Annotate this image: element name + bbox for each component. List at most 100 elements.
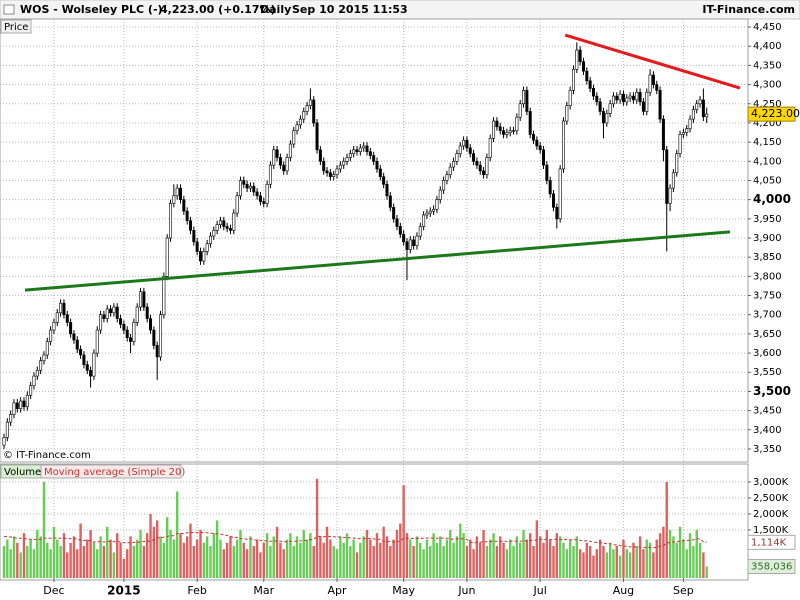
candle-body [395, 218, 399, 227]
volume-bar [439, 536, 442, 578]
volume-bar [49, 549, 52, 578]
volume-bar [345, 533, 349, 578]
volume-bar [26, 545, 29, 578]
y-tick-label: 3,600 [753, 348, 782, 359]
volume-bar [249, 536, 252, 578]
candle-body [561, 120, 565, 170]
candle-body [275, 149, 279, 158]
candle-body [132, 322, 136, 342]
volume-bar [302, 529, 305, 578]
moving-average [3, 532, 707, 549]
volume-bar [2, 545, 6, 578]
candle-body [678, 134, 682, 154]
volume-bar [265, 533, 269, 578]
x-tick-label: Sep [673, 584, 694, 597]
volume-bar [655, 539, 658, 578]
volume-bar [212, 533, 216, 578]
candle-body [102, 314, 106, 319]
volume-bar [568, 539, 572, 578]
volume-bar [239, 529, 242, 578]
candle-body [695, 103, 699, 110]
candle-body [492, 120, 496, 139]
volume-bar [465, 545, 469, 578]
volume-bar [259, 552, 262, 578]
volume-bar [538, 536, 542, 578]
volume-bar [608, 542, 612, 578]
candle-body [455, 153, 459, 162]
volume-bar [555, 533, 559, 578]
candle-body [601, 111, 605, 124]
volume-bar [59, 545, 62, 578]
candle-body [238, 180, 242, 197]
volume-bar [698, 542, 702, 578]
volume-bar [678, 526, 682, 578]
x-tick-label: May [392, 584, 415, 597]
candle-body [442, 180, 446, 191]
volume-bar [372, 545, 375, 578]
volume-bar [235, 539, 239, 578]
candle-body [62, 302, 66, 316]
volume-bar [79, 523, 82, 578]
candle-body [508, 130, 512, 133]
candle-body [252, 185, 256, 193]
volume-bar [482, 529, 485, 578]
y-tick-label: 4,350 [753, 60, 782, 71]
y-tick-label: 3,350 [753, 444, 782, 455]
volume-bar [56, 539, 59, 578]
volume-bar [319, 536, 322, 578]
volume-bar [36, 529, 39, 578]
volume-bar [685, 549, 688, 578]
candle-body [448, 166, 452, 176]
volume-bar [585, 542, 589, 578]
candle-body [149, 318, 153, 331]
candle-body [335, 168, 339, 176]
candle-body [265, 184, 269, 204]
volume-bar [502, 542, 505, 578]
y-tick-label: 3,950 [753, 214, 782, 225]
candle-body [42, 354, 46, 362]
volume-bar [189, 523, 192, 578]
candle-body [15, 402, 19, 409]
candle-body [651, 74, 655, 85]
candle-body [258, 195, 262, 202]
volume-bar [668, 529, 672, 578]
candle-body [635, 91, 639, 101]
candle-body [99, 314, 103, 331]
volume-bar [62, 533, 66, 578]
candle-body [95, 329, 99, 354]
candle-body [308, 99, 312, 106]
volume-bar [532, 545, 535, 578]
y-tick-label: 3,800 [753, 271, 782, 282]
chart-title: WOS - Wolseley PLC (-) [20, 3, 163, 16]
candle-body [591, 88, 595, 97]
candle-body [35, 370, 39, 377]
volume-bar [512, 545, 515, 578]
candle-body [445, 174, 449, 181]
volume-bar [175, 491, 179, 578]
volume-bar [285, 539, 289, 578]
volume-bar [545, 529, 549, 578]
candle-body [9, 414, 13, 423]
candle-body [581, 61, 585, 72]
candle-body [32, 375, 36, 386]
candle-body [465, 139, 469, 149]
candle-body [588, 80, 592, 89]
last-price-label: 4,223.00 [751, 107, 800, 120]
volume-bar [582, 552, 585, 578]
volume-bar [392, 539, 395, 578]
candle-body [578, 49, 582, 62]
candle-body [518, 103, 522, 118]
candle-body [392, 207, 396, 220]
candle-body [425, 212, 429, 216]
candle-body [422, 214, 426, 227]
candle-body [79, 348, 83, 356]
candle-body [605, 113, 609, 124]
volume-bar [142, 545, 146, 578]
candle-body [318, 149, 322, 162]
candle-body [55, 312, 59, 323]
y-tick-label: 3,700 [753, 310, 782, 321]
candle-body [295, 124, 299, 131]
volume-bar [199, 529, 202, 578]
candle-body [631, 95, 635, 101]
candle-body [538, 145, 542, 151]
